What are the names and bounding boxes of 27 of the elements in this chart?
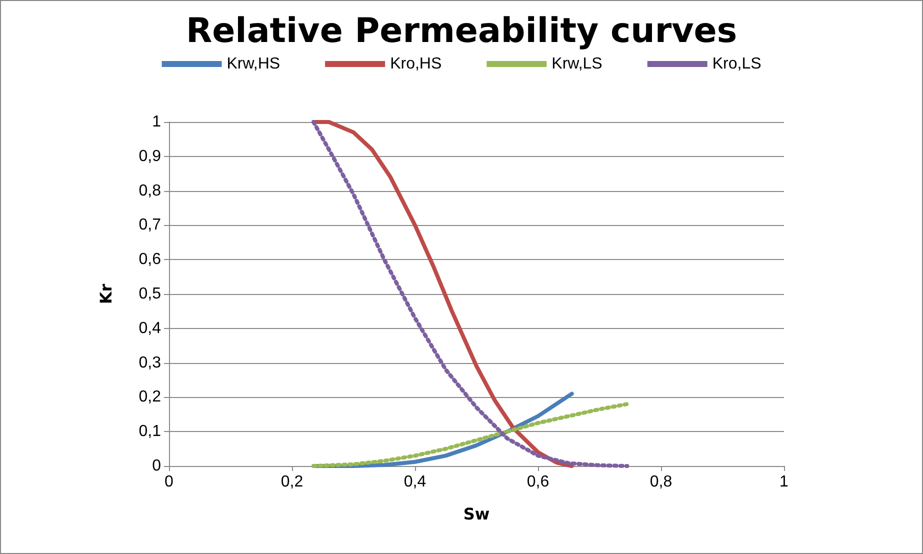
line-series xyxy=(312,402,630,468)
y-tick-label: 0,1 xyxy=(138,423,162,440)
legend-label: Krw,LS xyxy=(552,56,602,72)
y-tick-label: 0,3 xyxy=(138,354,162,372)
y-tick-label: 0 xyxy=(152,458,162,474)
x-tick-label: 0,6 xyxy=(526,474,550,490)
x-tick-label: 0,4 xyxy=(404,474,426,490)
y-tick-label: 0,2 xyxy=(138,388,162,406)
y-tick-label: 0,8 xyxy=(138,182,162,200)
legend-label: Kro,LS xyxy=(712,56,762,72)
x-tick-label: 0,8 xyxy=(650,474,672,490)
y-tick-label: 1 xyxy=(152,114,162,130)
y-tick-label: 0,6 xyxy=(138,251,162,268)
y-tick-label: 0,4 xyxy=(138,320,162,337)
y-axis-title: Kr xyxy=(96,284,116,304)
line-series xyxy=(312,120,630,468)
x-axis-title: Sw xyxy=(463,504,490,524)
y-tick-label: 0,9 xyxy=(138,148,162,165)
x-tick-label: 0,2 xyxy=(280,474,304,490)
chart-title: Relative Permeability curves xyxy=(186,11,738,51)
line-series xyxy=(312,120,574,468)
x-tick-label: 0 xyxy=(164,474,174,490)
y-tick-label: 0,5 xyxy=(138,286,162,302)
y-tick-label: 0,7 xyxy=(138,216,162,234)
legend-label: Kro,HS xyxy=(390,56,442,72)
x-tick-label: 1 xyxy=(780,474,789,490)
legend-label: Krw,HS xyxy=(226,56,280,72)
